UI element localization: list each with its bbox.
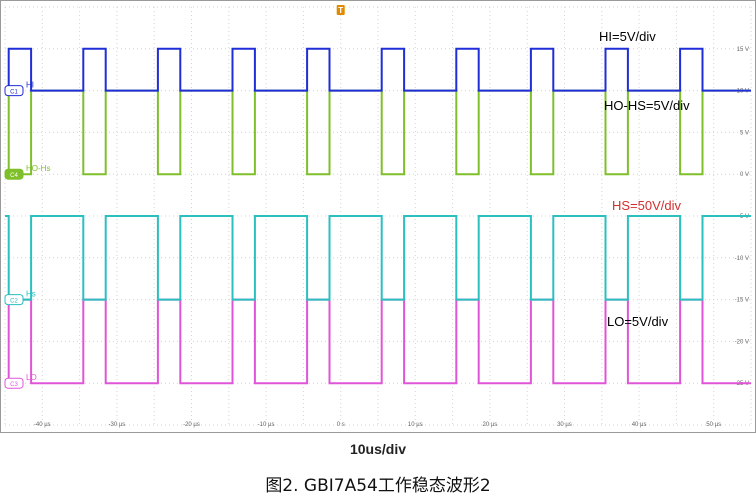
x-tick-label: -20 µs (183, 422, 200, 428)
y-tick-label: 0 V (740, 172, 749, 178)
annotation-hs-scale: HS=50V/div (612, 198, 682, 213)
x-tick-label: 10 µs (408, 422, 423, 428)
waveform-hs (5, 215, 751, 301)
annotation-lo-scale: LO=5V/div (607, 314, 669, 329)
y-tick-label: -10 V (735, 256, 749, 262)
y-tick-label: -20 V (735, 339, 749, 345)
waveform-hi (5, 47, 751, 92)
y-tick-label: 15 V (737, 47, 749, 53)
x-tick-label: -30 µs (109, 422, 126, 428)
x-tick-label: -10 µs (258, 422, 275, 428)
x-tick-label: 0 s (337, 422, 345, 428)
channel-marker-c4 (4, 168, 24, 180)
annotation-ho-hs-scale: HO-HS=5V/div (604, 98, 690, 113)
channel-marker-text: C3 (10, 382, 18, 388)
y-tick-label: 5 V (740, 130, 749, 136)
channel-marker-text: C4 (10, 173, 18, 179)
x-tick-label: 30 µs (557, 422, 572, 428)
figure-caption: 图2. GBI7A54工作稳态波形2 (265, 476, 491, 496)
channel-marker-text: C1 (10, 90, 18, 96)
x-tick-label: 50 µs (706, 422, 721, 428)
trigger-marker-label: T (338, 6, 343, 15)
series-name-label: Hs (26, 290, 36, 299)
x-tick-label: 40 µs (632, 422, 647, 428)
series-name-label: HI (26, 81, 34, 90)
annotation-hi-scale: HI=5V/div (599, 29, 656, 44)
series-name-label: LO (26, 373, 37, 382)
channel-marker-c3 (4, 377, 24, 389)
x-tick-label: -40 µs (34, 422, 51, 428)
waveform-plot: -40 µs -30 µs -20 µs -10 µs 0 s 10 µs 20 µs 30 … (4, 5, 752, 428)
trigger-marker (336, 5, 345, 15)
time-per-division-label: 10us/div (349, 441, 407, 457)
oscilloscope-screen: -40 µs -30 µs -20 µs -10 µs 0 s 10 µs 20 µs 30 … (0, 0, 756, 433)
y-tick-label: -15 V (735, 298, 749, 304)
series-name-label: HO-Hs (26, 164, 50, 173)
channel-marker-text: C2 (10, 299, 18, 305)
channel-marker-c2 (4, 294, 24, 306)
channel-marker-c1 (4, 85, 24, 97)
x-tick-label: 20 µs (482, 422, 497, 428)
